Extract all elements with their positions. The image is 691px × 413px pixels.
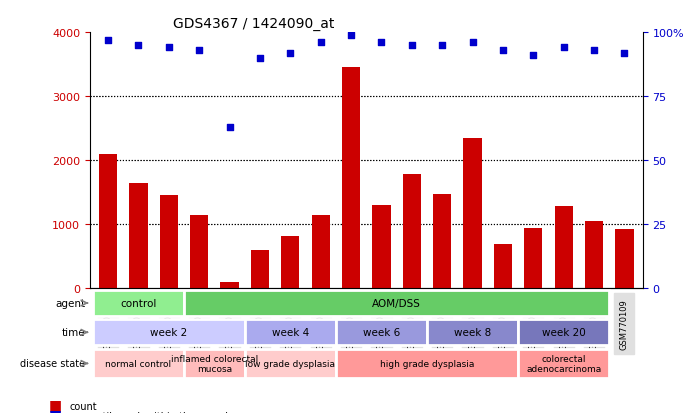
FancyBboxPatch shape	[93, 319, 245, 346]
Bar	[372, 206, 390, 289]
Bar	[464, 139, 482, 289]
Text: agent: agent	[55, 298, 85, 308]
Bar	[524, 228, 542, 289]
Bar	[190, 215, 208, 289]
Text: week 20: week 20	[542, 328, 585, 337]
Point	[102, 38, 113, 44]
Bar	[281, 236, 299, 289]
Bar	[494, 244, 512, 289]
Bar	[464, 139, 482, 289]
Text: disease state: disease state	[20, 358, 85, 368]
FancyBboxPatch shape	[93, 349, 184, 378]
Bar	[585, 221, 603, 289]
Text: inflamed colorectal
mucosa: inflamed colorectal mucosa	[171, 354, 258, 373]
Text: week 4: week 4	[272, 328, 309, 337]
Point	[346, 32, 357, 39]
Bar	[494, 244, 512, 289]
Bar	[585, 221, 603, 289]
FancyBboxPatch shape	[245, 349, 336, 378]
Bar	[342, 68, 360, 289]
Point	[285, 50, 296, 57]
FancyBboxPatch shape	[518, 319, 609, 346]
Bar	[99, 154, 117, 289]
Bar	[615, 229, 634, 289]
Text: week 8: week 8	[454, 328, 491, 337]
Bar	[251, 250, 269, 289]
Bar	[555, 207, 573, 289]
Text: GDS4367 / 1424090_at: GDS4367 / 1424090_at	[173, 17, 334, 31]
Text: time: time	[61, 328, 85, 337]
Point	[406, 43, 417, 49]
Bar	[220, 282, 238, 289]
Bar	[281, 236, 299, 289]
Bar	[129, 183, 148, 289]
Bar	[433, 194, 451, 289]
Bar	[312, 215, 330, 289]
Point	[193, 47, 205, 54]
Bar	[524, 228, 542, 289]
Bar	[312, 215, 330, 289]
Bar	[342, 68, 360, 289]
Point	[589, 47, 600, 54]
Point	[467, 40, 478, 47]
Point	[558, 45, 569, 52]
FancyBboxPatch shape	[336, 319, 427, 346]
Bar	[190, 215, 208, 289]
Text: normal control: normal control	[105, 359, 171, 368]
Point	[619, 50, 630, 57]
Point	[315, 40, 326, 47]
FancyBboxPatch shape	[427, 319, 518, 346]
FancyBboxPatch shape	[184, 290, 609, 316]
Point	[163, 45, 174, 52]
Text: control: control	[120, 298, 157, 308]
Text: percentile rank within the sample: percentile rank within the sample	[69, 411, 234, 413]
Text: high grade dysplasia: high grade dysplasia	[380, 359, 474, 368]
Text: low grade dysplasia: low grade dysplasia	[245, 359, 335, 368]
Bar	[555, 207, 573, 289]
Bar	[129, 183, 148, 289]
Point	[254, 55, 265, 62]
Bar	[160, 196, 178, 289]
Text: week 6: week 6	[363, 328, 400, 337]
FancyBboxPatch shape	[184, 349, 245, 378]
Text: colorectal
adenocarcinoma: colorectal adenocarcinoma	[526, 354, 601, 373]
Text: week 2: week 2	[150, 328, 187, 337]
Point	[376, 40, 387, 47]
FancyBboxPatch shape	[245, 319, 336, 346]
Point	[437, 43, 448, 49]
Bar	[372, 206, 390, 289]
Bar	[251, 250, 269, 289]
FancyBboxPatch shape	[336, 349, 518, 378]
Text: count: count	[69, 401, 97, 411]
Bar	[99, 154, 117, 289]
Point	[498, 47, 509, 54]
Point	[528, 53, 539, 59]
Point	[133, 43, 144, 49]
Text: AOM/DSS: AOM/DSS	[372, 298, 421, 308]
Point	[224, 124, 235, 131]
Text: ■: ■	[48, 397, 61, 411]
Bar	[403, 175, 421, 289]
FancyBboxPatch shape	[93, 290, 184, 316]
Bar	[90, 33, 643, 289]
Bar	[160, 196, 178, 289]
FancyBboxPatch shape	[518, 349, 609, 378]
Text: ■: ■	[48, 407, 61, 413]
Bar	[433, 194, 451, 289]
Bar	[615, 229, 634, 289]
Bar	[403, 175, 421, 289]
Bar	[220, 282, 238, 289]
